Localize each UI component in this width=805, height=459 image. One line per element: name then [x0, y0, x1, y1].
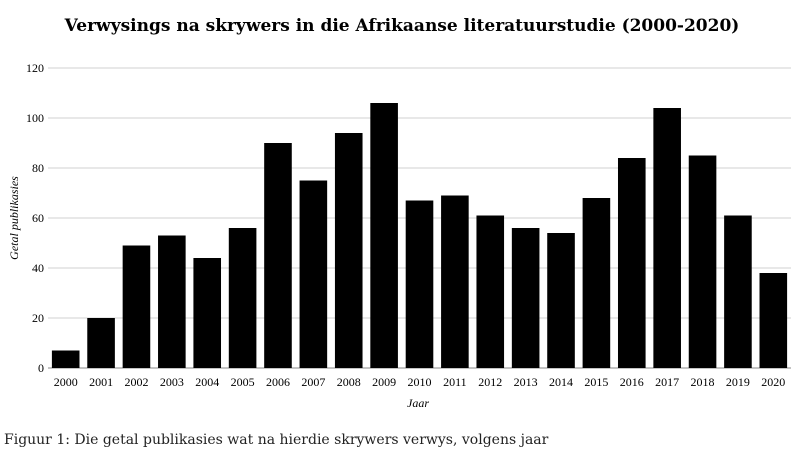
y-tick-label: 0	[38, 361, 44, 375]
x-tick-label: 2003	[160, 375, 184, 389]
y-axis-label: Getal publikasies	[7, 176, 21, 260]
bar-2003	[158, 235, 186, 368]
x-tick-label: 2017	[655, 375, 679, 389]
x-tick-label: 2016	[620, 375, 644, 389]
x-tick-label: 2004	[195, 375, 219, 389]
bar-2018	[688, 155, 717, 368]
bar-2005	[228, 228, 257, 368]
x-tick-label: 2013	[514, 375, 538, 389]
x-tick-label: 2000	[54, 375, 78, 389]
bar-2011	[441, 195, 469, 368]
figure-caption: Figuur 1: Die getal publikasies wat na h…	[4, 432, 549, 448]
bar-2000	[51, 350, 80, 368]
x-tick-label: 2001	[89, 375, 113, 389]
bar-2006	[264, 143, 292, 368]
bar-2017	[653, 108, 681, 368]
x-axis-ticks: 2000 2001 2002 2003 2004 2005 2006 2007 2008 2009…	[54, 375, 786, 389]
x-tick-label: 2002	[124, 375, 148, 389]
bar-2019	[724, 215, 752, 368]
x-tick-label: 2007	[301, 375, 325, 389]
x-axis-label: Jaar	[407, 396, 429, 410]
bar-2001	[87, 318, 115, 368]
x-tick-label: 2014	[549, 375, 573, 389]
bar-2015	[582, 198, 611, 368]
x-tick-label: 2019	[726, 375, 750, 389]
x-tick-label: 2011	[443, 375, 467, 389]
bar-chart: Verwysings na skrywers in die Afrikaanse…	[7, 16, 791, 410]
y-axis-ticks: 0 20 40 60 80 100 120	[26, 61, 44, 375]
y-tick-label: 40	[32, 261, 44, 275]
x-tick-label: 2018	[691, 375, 715, 389]
bar-2014	[547, 233, 575, 368]
bar-2008	[334, 133, 363, 368]
bar-2004	[193, 258, 222, 368]
y-tick-label: 80	[32, 161, 44, 175]
x-tick-label: 2012	[478, 375, 502, 389]
x-tick-label: 2006	[266, 375, 290, 389]
y-tick-label: 60	[32, 211, 44, 225]
x-tick-label: 2020	[761, 375, 785, 389]
bar-2009	[370, 103, 398, 368]
y-tick-label: 20	[32, 311, 44, 325]
bar-2016	[617, 158, 646, 368]
chart-title: Verwysings na skrywers in die Afrikaanse…	[64, 16, 740, 36]
x-tick-label: 2009	[372, 375, 396, 389]
bar-2007	[299, 180, 328, 368]
y-tick-label: 120	[26, 61, 44, 75]
bars	[51, 103, 788, 368]
bar-2012	[476, 215, 505, 368]
x-tick-label: 2010	[408, 375, 432, 389]
x-tick-label: 2008	[337, 375, 361, 389]
bar-2020	[759, 273, 788, 368]
x-tick-label: 2015	[584, 375, 608, 389]
x-tick-label: 2005	[231, 375, 255, 389]
bar-2002	[122, 245, 151, 368]
y-tick-label: 100	[26, 111, 44, 125]
bar-2010	[405, 200, 434, 368]
bar-2013	[511, 228, 540, 368]
